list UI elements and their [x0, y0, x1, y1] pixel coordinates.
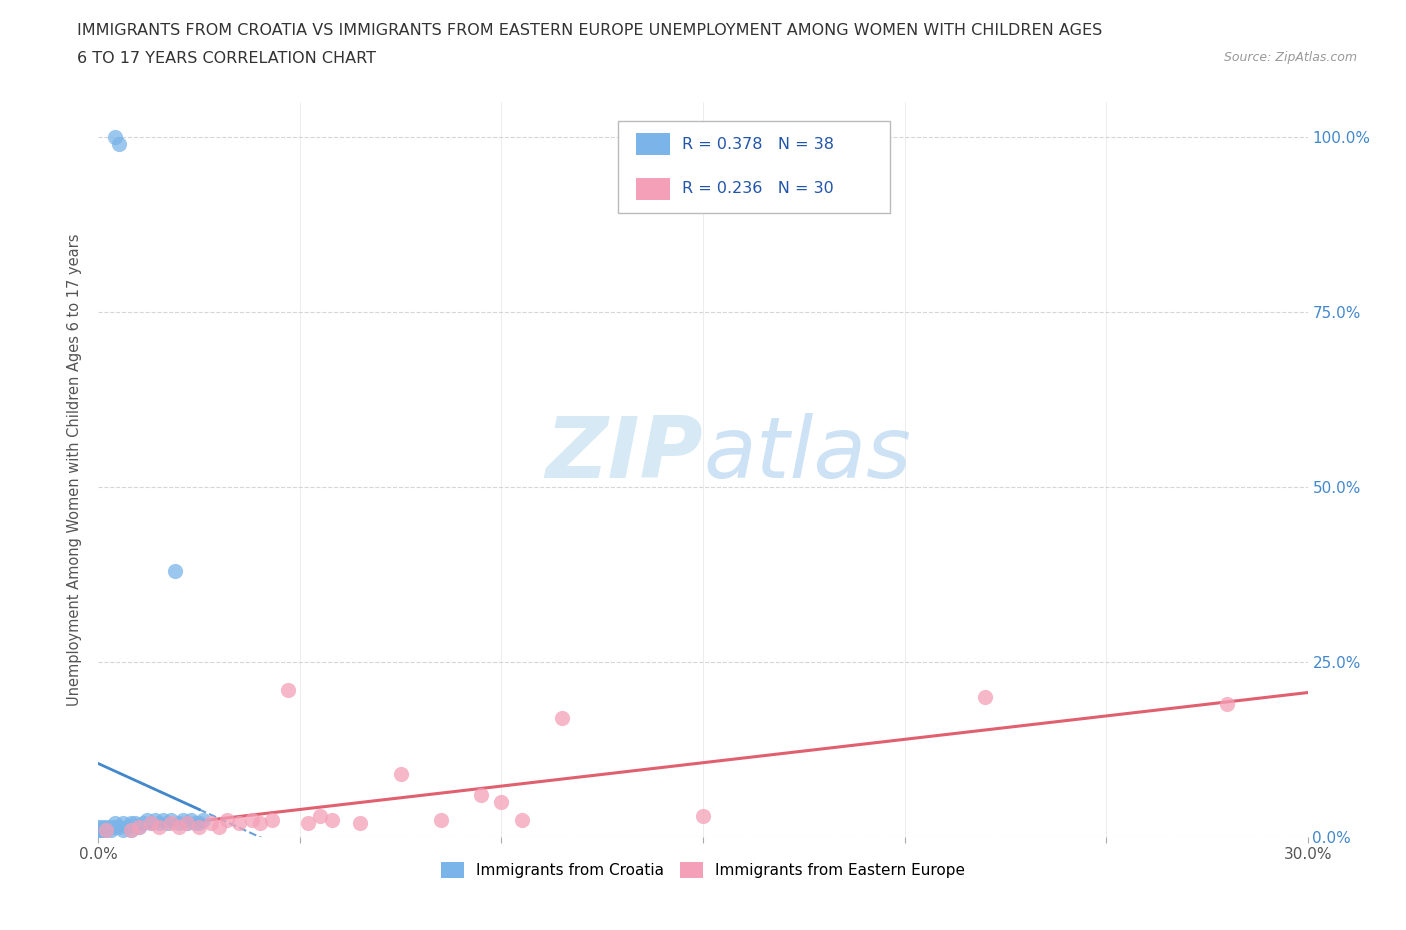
Text: IMMIGRANTS FROM CROATIA VS IMMIGRANTS FROM EASTERN EUROPE UNEMPLOYMENT AMONG WOM: IMMIGRANTS FROM CROATIA VS IMMIGRANTS FR… [77, 23, 1102, 38]
Point [277, 683, 299, 698]
Text: R = 0.236   N = 30: R = 0.236 N = 30 [682, 181, 834, 196]
Point [240, 812, 263, 827]
Point [107, 137, 129, 152]
Point [103, 816, 125, 830]
Point [103, 819, 125, 834]
Point [100, 822, 122, 837]
Text: atlas: atlas [703, 414, 911, 497]
Point [91, 822, 114, 837]
Point [184, 816, 207, 830]
Point [128, 819, 150, 834]
Point [139, 816, 162, 830]
Point [139, 816, 162, 830]
Point [1216, 697, 1239, 711]
Point [148, 816, 170, 830]
Point [217, 812, 239, 827]
Point [349, 816, 371, 830]
Point [143, 812, 166, 827]
Point [321, 812, 343, 827]
Point [176, 816, 198, 830]
Point [470, 788, 492, 803]
Point [124, 816, 146, 830]
Point [200, 816, 222, 830]
Point [87, 822, 110, 837]
Point [100, 819, 122, 834]
Point [120, 822, 142, 837]
Point [115, 819, 138, 834]
Text: ZIP: ZIP [546, 414, 703, 497]
Point [107, 819, 129, 834]
Point [389, 766, 412, 781]
FancyBboxPatch shape [619, 121, 890, 213]
Bar [637, 178, 671, 200]
Point [260, 812, 283, 827]
Point [176, 816, 198, 830]
Point [180, 812, 202, 827]
Point [228, 816, 250, 830]
Point [148, 819, 170, 834]
Point [510, 812, 533, 827]
Point [692, 808, 714, 823]
Bar [637, 133, 671, 155]
Point [120, 822, 142, 837]
Point [91, 819, 114, 834]
Point [249, 816, 271, 830]
Point [111, 816, 134, 830]
Point [974, 690, 997, 705]
Text: 6 TO 17 YEARS CORRELATION CHART: 6 TO 17 YEARS CORRELATION CHART [77, 51, 377, 66]
Y-axis label: Unemployment Among Women with Children Ages 6 to 17 years: Unemployment Among Women with Children A… [67, 233, 83, 706]
Point [128, 819, 150, 834]
Point [132, 816, 155, 830]
Point [87, 822, 110, 837]
Point [111, 822, 134, 837]
Legend: Immigrants from Croatia, Immigrants from Eastern Europe: Immigrants from Croatia, Immigrants from… [434, 857, 972, 884]
Point [96, 822, 118, 837]
Point [430, 812, 453, 827]
Point [160, 816, 183, 830]
Point [208, 819, 231, 834]
Point [297, 816, 319, 830]
Point [309, 808, 332, 823]
Point [172, 812, 194, 827]
Point [188, 819, 211, 834]
Point [160, 812, 183, 827]
Point [193, 812, 215, 827]
Point [103, 130, 125, 145]
Point [491, 794, 513, 809]
Text: R = 0.378   N = 38: R = 0.378 N = 38 [682, 137, 834, 152]
Point [188, 816, 211, 830]
Point [87, 819, 110, 834]
Point [156, 816, 179, 830]
Text: Source: ZipAtlas.com: Source: ZipAtlas.com [1223, 51, 1357, 64]
Point [167, 816, 190, 830]
Point [152, 812, 174, 827]
Point [135, 812, 157, 827]
Point [120, 816, 142, 830]
Point [163, 564, 186, 578]
Point [167, 819, 190, 834]
Point [87, 826, 110, 841]
Point [96, 819, 118, 834]
Point [551, 711, 574, 725]
Point [96, 822, 118, 837]
